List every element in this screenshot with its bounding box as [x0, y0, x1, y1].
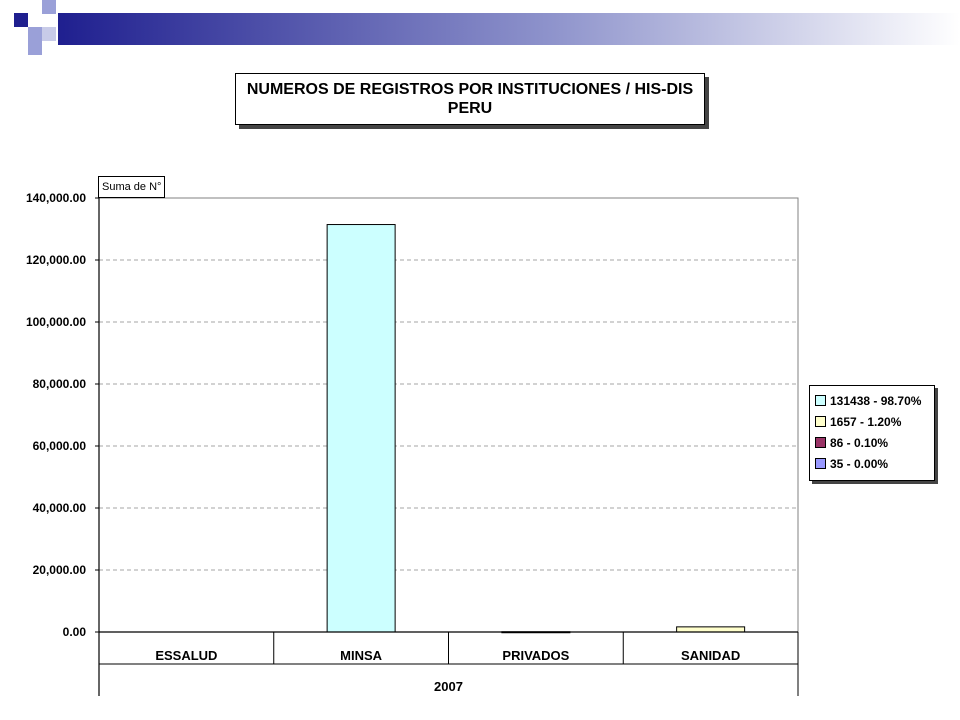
x-category-label: PRIVADOS	[502, 648, 569, 663]
y-tick-label: 60,000.00	[33, 439, 87, 453]
bar-sanidad	[676, 626, 746, 633]
legend-item: 1657 - 1.20%	[815, 411, 934, 432]
y-axis-tick-labels: 0.00 20,000.00 40,000.00 60,000.00 80,000.00…	[26, 191, 86, 639]
y-tick-label: 120,000.00	[26, 253, 86, 267]
deco-square-light-3	[42, 27, 56, 41]
y-tick-label: 40,000.00	[33, 501, 87, 515]
deco-square-light-2	[28, 27, 42, 41]
grid-layer	[95, 197, 798, 633]
legend-label: 86 - 0.10%	[830, 435, 889, 450]
chart-title-line-1: NUMEROS DE REGISTROS POR INSTITUCIONES /…	[246, 81, 694, 98]
y-tick-label: 100,000.00	[26, 315, 86, 329]
legend-swatch	[815, 416, 826, 427]
bars	[326, 224, 746, 634]
x-category-label: ESSALUD	[155, 648, 217, 663]
legend-item: 35 - 0.00%	[815, 453, 934, 474]
category-axis: ESSALUD MINSA PRIVADOS SANIDAD 2007	[99, 632, 799, 696]
legend-item: 86 - 0.10%	[815, 432, 934, 453]
y-tick-label: 20,000.00	[33, 563, 87, 577]
legend-swatch	[815, 458, 826, 469]
x-category-label: MINSA	[340, 648, 383, 663]
chart-title: NUMEROS DE REGISTROS POR INSTITUCIONES /…	[235, 73, 705, 125]
y-tick-label: 0.00	[63, 625, 87, 639]
deco-square-dark-1	[14, 13, 28, 27]
field-label-box: Suma de N°	[98, 176, 166, 198]
legend: 131438 - 98.70% 1657 - 1.20% 86 - 0.10% …	[809, 385, 935, 481]
legend-label: 1657 - 1.20%	[830, 414, 902, 429]
plot-area-border	[98, 197, 799, 633]
slide-header-decoration	[14, 0, 960, 55]
legend-item: 131438 - 98.70%	[815, 390, 934, 411]
deco-square-light-4	[28, 41, 42, 55]
legend-swatch	[815, 437, 826, 448]
chart-title-line-2: PERU	[447, 100, 493, 117]
x-group-label: 2007	[434, 679, 463, 694]
header-gradient-band	[58, 13, 960, 45]
legend-label: 35 - 0.00%	[830, 456, 889, 471]
legend-swatch	[815, 395, 826, 406]
deco-square-light-1	[42, 0, 56, 14]
y-tick-label: 80,000.00	[33, 377, 87, 391]
legend-label: 131438 - 98.70%	[830, 393, 922, 408]
bar-minsa	[326, 224, 396, 633]
plot-frame	[98, 197, 799, 696]
x-category-label: SANIDAD	[681, 648, 740, 663]
y-tick-label: 140,000.00	[26, 191, 86, 205]
